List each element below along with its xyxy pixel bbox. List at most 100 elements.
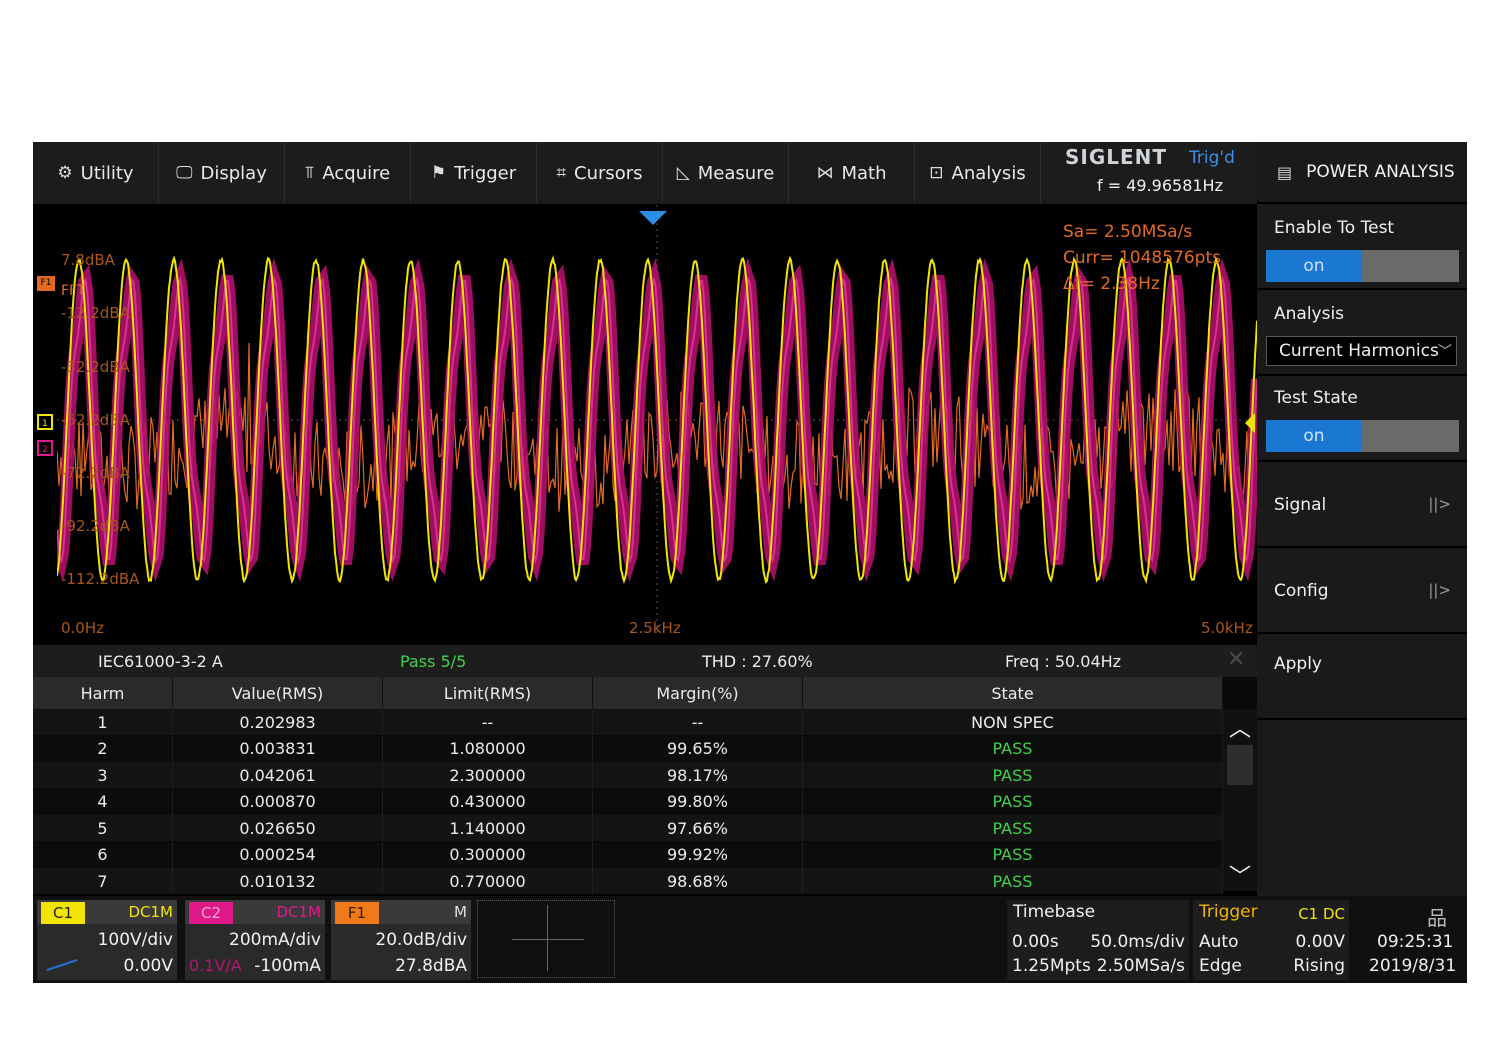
menu-cursors[interactable]: ⌗ Cursors bbox=[537, 142, 663, 204]
fft-label: FFT bbox=[61, 283, 86, 299]
oscilloscope-screen: ⚙ Utility 🖵 Display ⫪ Acquire ⚑ Trigger ⌗ Cursors… bbox=[33, 142, 1467, 983]
menu-trigger[interactable]: ⚑ Trigger bbox=[411, 142, 537, 204]
menu-display[interactable]: 🖵 Display bbox=[159, 142, 285, 204]
scroll-down-icon[interactable]: ﹀ bbox=[1228, 865, 1251, 890]
table-row[interactable]: 7 0.010132 0.770000 98.68% PASS bbox=[33, 868, 1223, 894]
network-icon[interactable]: 品 bbox=[1427, 906, 1447, 930]
analysis-section[interactable]: Analysis Current Harmonics ﹀ bbox=[1257, 290, 1467, 376]
current-points-info: Curr= 1048576pts bbox=[1063, 248, 1221, 268]
c2-probe-ratio: 0.1V/A bbox=[189, 956, 242, 975]
delta-f-info: Δf= 2.38Hz bbox=[1063, 274, 1160, 294]
freq-axis-right: 5.0kHz bbox=[1201, 619, 1253, 635]
col-harm: Harm bbox=[33, 677, 173, 709]
test-state-section[interactable]: Test State on bbox=[1257, 376, 1467, 462]
c1-scale: 100V/div bbox=[97, 930, 173, 950]
menu-math[interactable]: ⋈ Math bbox=[789, 142, 915, 204]
table-row[interactable]: 5 0.026650 1.140000 97.66% PASS bbox=[33, 815, 1223, 841]
enable-to-test-toggle[interactable]: on bbox=[1266, 250, 1459, 282]
menu-analysis[interactable]: ⊡ Analysis bbox=[915, 142, 1041, 204]
c2-channel-marker[interactable]: 2 bbox=[37, 440, 53, 456]
close-icon[interactable]: ✕ bbox=[1227, 647, 1246, 672]
cell-harm: 5 bbox=[33, 815, 173, 841]
cell-harm: 4 bbox=[33, 788, 173, 815]
trigger-status: Trig'd bbox=[1189, 148, 1235, 168]
flag-icon: ⚑ bbox=[430, 163, 447, 183]
add-channel-button[interactable] bbox=[477, 900, 615, 978]
test-state-label: Test State bbox=[1274, 388, 1358, 408]
scroll-thumb[interactable] bbox=[1227, 745, 1253, 785]
gear-icon: ⚙ bbox=[57, 163, 73, 183]
menu-utility[interactable]: ⚙ Utility bbox=[33, 142, 159, 204]
menu-label: Trigger bbox=[454, 162, 517, 184]
f1-channel-marker[interactable]: F1 bbox=[37, 276, 55, 291]
chevron-down-icon: ﹀ bbox=[1438, 344, 1452, 360]
c1-tag: C1 bbox=[41, 902, 85, 924]
cell-harm: 7 bbox=[33, 868, 173, 894]
fft-scale-6: -92.2dBA bbox=[61, 517, 131, 535]
col-limit: Limit(RMS) bbox=[383, 677, 593, 709]
clock-time: 09:25:31 bbox=[1377, 932, 1454, 952]
timebase-scale: 50.0ms/div bbox=[1090, 932, 1185, 952]
sample-rate: 2.50MSa/s bbox=[1096, 956, 1185, 976]
table-scrollbar[interactable]: ︿ ﹀ bbox=[1223, 709, 1257, 891]
frequency-value: Freq : 50.04Hz bbox=[1005, 652, 1122, 671]
cell-value: 0.026650 bbox=[173, 815, 383, 841]
f1-offset: 27.8dBA bbox=[395, 956, 467, 976]
timebase-box[interactable]: Timebase 0.00s 50.0ms/div 1.25Mpts 2.50M… bbox=[1007, 900, 1189, 980]
cell-state: NON SPEC bbox=[803, 709, 1223, 735]
brand-area: SIGLENT Trig'd f = 49.96581Hz bbox=[1041, 142, 1257, 204]
waveform-canvas: Sa= 2.50MSa/s Curr= 1048576pts Δf= 2.38H… bbox=[57, 205, 1257, 635]
c1-channel-box[interactable]: C1 DC1M 100V/div 0.00V bbox=[37, 900, 177, 980]
trigger-source: C1 DC bbox=[1298, 905, 1345, 923]
c1-waveform-icon bbox=[46, 959, 78, 971]
config-menu-item[interactable]: Config ||> bbox=[1257, 548, 1467, 634]
cell-harm: 1 bbox=[33, 709, 173, 735]
c1-channel-marker[interactable]: 1 bbox=[37, 414, 53, 430]
fft-scale-5: -72.2dBA bbox=[61, 464, 131, 482]
enable-to-test-label: Enable To Test bbox=[1274, 218, 1395, 238]
f1-scale: 20.0dB/div bbox=[375, 930, 467, 950]
cell-limit: -- bbox=[383, 709, 593, 735]
menu-label: Cursors bbox=[574, 162, 643, 184]
trigger-box[interactable]: Trigger C1 DC Auto 0.00V Edge Rising bbox=[1193, 900, 1349, 980]
menu-label: Utility bbox=[80, 162, 134, 184]
cell-state: PASS bbox=[803, 735, 1223, 762]
current-trace-highlight bbox=[57, 276, 1257, 564]
table-row[interactable]: 3 0.042061 2.300000 98.17% PASS bbox=[33, 762, 1223, 788]
f1-math-box[interactable]: F1 M 20.0dB/div 27.8dBA bbox=[331, 900, 471, 980]
cell-limit: 2.300000 bbox=[383, 762, 593, 788]
cell-limit: 0.770000 bbox=[383, 868, 593, 894]
analysis-icon: ⊡ bbox=[929, 163, 944, 183]
table-body: 1 0.202983 -- -- NON SPEC 2 0.003831 1.080000 99… bbox=[33, 709, 1223, 894]
waveform-display[interactable]: Sa= 2.50MSa/s Curr= 1048576pts Δf= 2.38H… bbox=[57, 205, 1257, 635]
thd-value: THD : 27.60% bbox=[702, 652, 813, 671]
scroll-up-icon[interactable]: ︿ bbox=[1228, 717, 1251, 742]
signal-menu-item[interactable]: Signal ||> bbox=[1257, 462, 1467, 548]
c2-tag: C2 bbox=[189, 902, 233, 924]
table-row[interactable]: 6 0.000254 0.300000 99.92% PASS bbox=[33, 841, 1223, 868]
analysis-dropdown[interactable]: Current Harmonics ﹀ bbox=[1266, 336, 1457, 366]
power-analysis-panel: ▤ POWER ANALYSIS Enable To Test on Analy… bbox=[1257, 142, 1467, 983]
menu-measure[interactable]: ◺ Measure bbox=[663, 142, 789, 204]
enable-to-test-section[interactable]: Enable To Test on bbox=[1257, 204, 1467, 290]
table-row[interactable]: 2 0.003831 1.080000 99.65% PASS bbox=[33, 735, 1223, 762]
pass-count: Pass 5/5 bbox=[400, 652, 467, 671]
current-trace-c2 bbox=[57, 258, 1257, 582]
menu-acquire[interactable]: ⫪ Acquire bbox=[285, 142, 411, 204]
voltage-trace-c1 bbox=[57, 255, 1257, 585]
c2-coupling: DC1M bbox=[276, 903, 321, 921]
menu-label: Acquire bbox=[322, 162, 391, 184]
cell-harm: 3 bbox=[33, 762, 173, 788]
f1-tag: F1 bbox=[335, 902, 379, 924]
trigger-mode: Auto bbox=[1199, 932, 1239, 952]
menu-label: Display bbox=[200, 162, 267, 184]
c2-channel-box[interactable]: C2 DC1M 200mA/div 0.1V/A -100mA bbox=[185, 900, 325, 980]
test-state-toggle[interactable]: on bbox=[1266, 420, 1459, 452]
table-row[interactable]: 4 0.000870 0.430000 99.80% PASS bbox=[33, 788, 1223, 815]
menu-label: Analysis bbox=[951, 162, 1026, 184]
table-row[interactable]: 1 0.202983 -- -- NON SPEC bbox=[33, 709, 1223, 735]
timebase-label: Timebase bbox=[1013, 902, 1096, 922]
cursors-icon: ⌗ bbox=[556, 163, 567, 183]
frequency-counter: f = 49.96581Hz bbox=[1097, 176, 1223, 195]
apply-button[interactable]: Apply bbox=[1257, 634, 1467, 720]
